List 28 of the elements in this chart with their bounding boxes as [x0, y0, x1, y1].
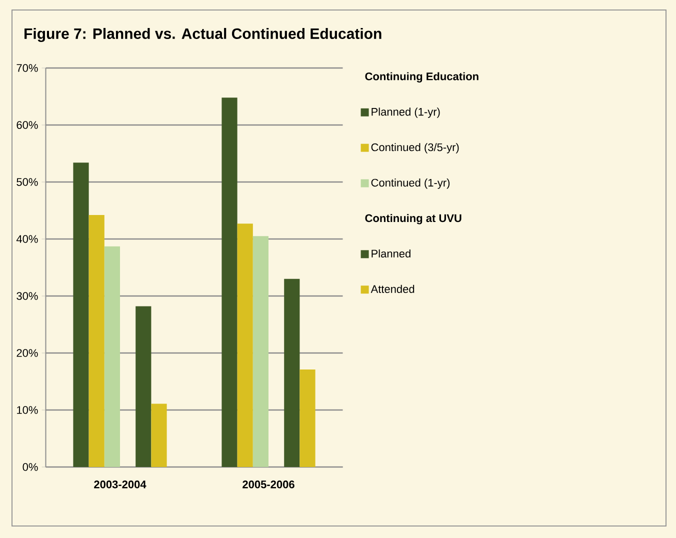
bar — [104, 246, 120, 467]
x-tick-label: 2003-2004 — [94, 480, 146, 488]
text: Continuing at UVU — [365, 214, 462, 224]
bar — [300, 370, 316, 467]
bar — [284, 278, 300, 467]
bar — [88, 215, 104, 467]
legend-label: Continued (3/5-yr) — [371, 143, 459, 154]
legend-label: Planned (1-yr) — [372, 108, 440, 118]
legend-label: Attended — [370, 284, 414, 293]
y-tick-label: 70% — [16, 64, 38, 72]
legend-label: Planned — [372, 249, 410, 258]
x-tick-label: 2005-2006 — [242, 480, 294, 488]
bar — [151, 404, 167, 467]
bar — [237, 224, 253, 467]
y-tick-label: 50% — [16, 178, 38, 186]
bar — [73, 162, 89, 467]
chart-title: Figure 7: Planned vs. Actual Continued Education — [24, 28, 382, 42]
bar — [136, 306, 152, 467]
bar — [222, 98, 238, 467]
bar — [252, 236, 268, 467]
y-tick-label: 20% — [16, 349, 38, 357]
y-tick-label: 30% — [16, 292, 38, 300]
y-tick-label: 0% — [22, 463, 38, 471]
y-tick-label: 60% — [16, 121, 38, 129]
legend-title: Continuing Education — [365, 72, 478, 82]
y-tick-label: 40% — [16, 235, 38, 243]
legend-label: Continued (1-yr) — [371, 178, 450, 189]
y-tick-label: 10% — [17, 406, 38, 414]
